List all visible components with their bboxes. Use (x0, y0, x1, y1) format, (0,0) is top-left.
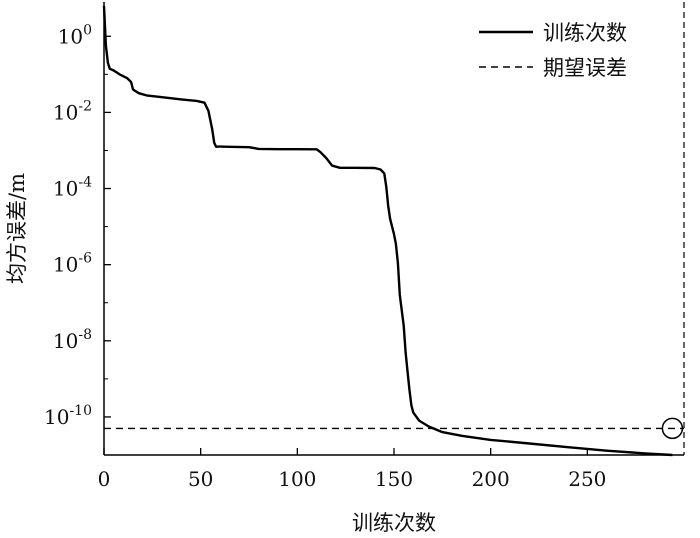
x-axis-ticks: 0 50 100 150 200 250 (98, 448, 606, 491)
x-tick-label: 50 (188, 467, 213, 491)
y-tick-label: 10-10 (44, 403, 92, 429)
x-tick-label: 100 (278, 467, 316, 491)
legend: 训练次数 期望误差 (479, 21, 627, 80)
y-tick-label: 10-6 (53, 251, 92, 277)
x-tick-label: 250 (568, 467, 606, 491)
y-tick-label: 10-8 (53, 327, 92, 353)
y-tick-label: 10-4 (53, 175, 92, 201)
series-layer (102, 5, 684, 457)
legend-label-series-1: 训练次数 (543, 21, 627, 45)
x-tick-label: 0 (98, 467, 111, 491)
x-axis-title: 训练次数 (352, 511, 436, 535)
legend-label-series-2: 期望误差 (543, 56, 627, 80)
convergence-marker (661, 417, 684, 440)
annotation-layer (661, 417, 684, 440)
x-tick-label: 200 (472, 467, 510, 491)
y-axis-ticks: 100 10-2 10-4 10-6 10-8 10-10 (44, 22, 111, 456)
y-tick-label: 10-2 (53, 98, 92, 124)
y-axis-title: 均方误差/m (5, 173, 29, 284)
y-tick-label: 100 (58, 22, 92, 48)
x-tick-label: 150 (375, 467, 413, 491)
training-error-line (102, 5, 673, 457)
